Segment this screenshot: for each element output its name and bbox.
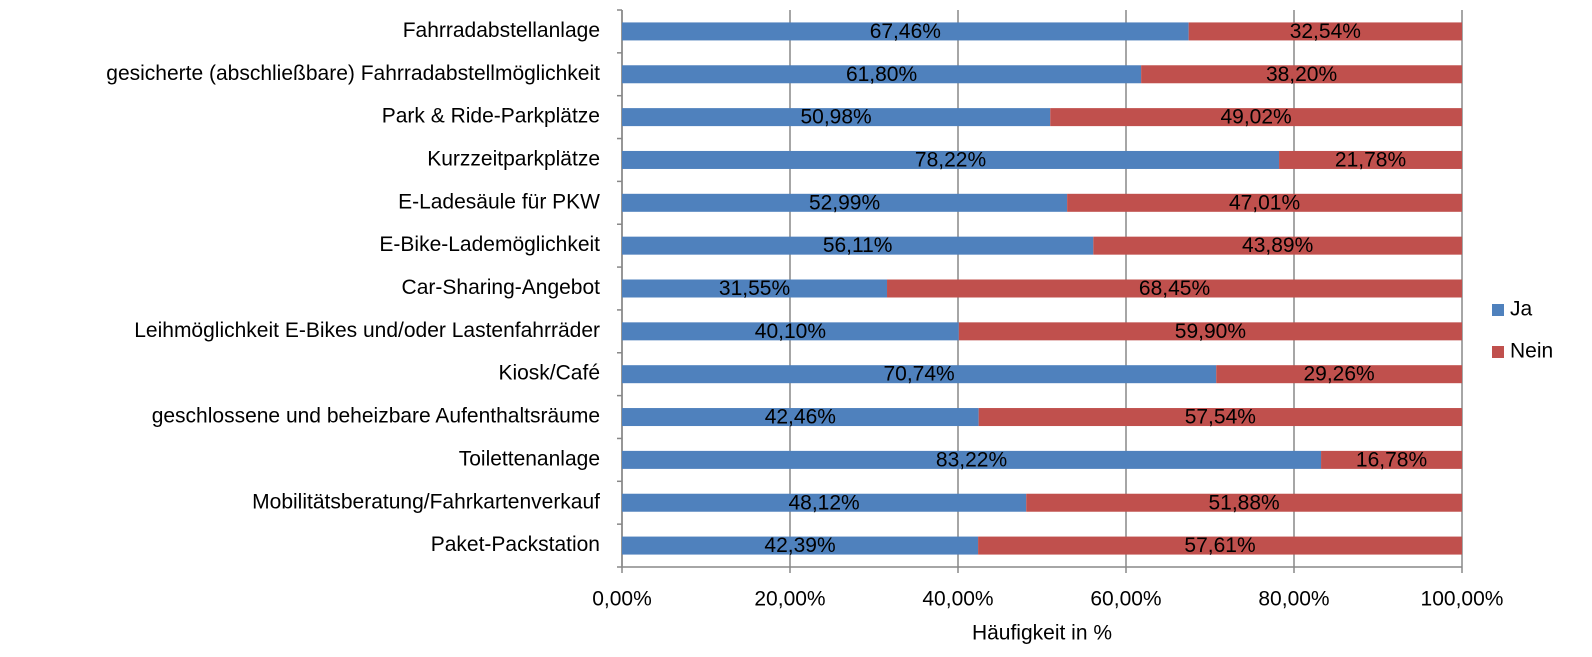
bar-segment [978,536,1462,555]
bar-segment [978,408,1462,427]
bar-segment [622,365,1217,384]
legend-label: Nein [1510,340,1553,363]
y-tick-label: Car-Sharing-Angebot [402,276,601,299]
bar-segment [1188,22,1462,41]
bar-segment [622,65,1142,84]
x-tick-label: 80,00% [1258,588,1329,611]
data-label: 70,74% [883,363,954,386]
bar-segment [1026,493,1462,512]
bar-segment [1321,450,1462,469]
data-label: 49,02% [1220,106,1291,129]
y-tick-label: Toilettenanlage [459,447,600,470]
bar-segment [622,193,1068,212]
data-label: 47,01% [1229,191,1300,214]
data-label: 83,22% [936,448,1007,471]
bar-segment [622,408,979,427]
data-label: 59,90% [1175,320,1246,343]
bar-segment [622,22,1189,41]
data-label: 29,26% [1303,363,1374,386]
data-label: 52,99% [809,191,880,214]
y-tick-label: Mobilitätsberatung/Fahrkartenverkauf [252,490,600,513]
bar-segment [622,236,1094,255]
data-label: 38,20% [1266,63,1337,86]
x-tick-label: 20,00% [754,588,825,611]
data-label: 42,39% [764,534,835,557]
y-tick-label: Leihmöglichkeit E-Bikes und/oder Lastenf… [134,319,600,342]
bar-segment [622,493,1027,512]
y-tick-label: E-Ladesäule für PKW [398,190,600,213]
bar-segment [622,108,1051,127]
data-label: 56,11% [823,234,893,257]
bar-segment [622,279,888,298]
data-label: 43,89% [1242,234,1313,257]
y-tick-label: E-Bike-Lademöglichkeit [379,233,600,256]
bar-segment [1067,193,1462,212]
data-label: 57,61% [1184,534,1255,557]
y-tick-label: Park & Ride-Parkplätze [382,105,600,128]
y-tick-label: Kurzzeitparkplätze [427,148,600,171]
data-label: 50,98% [800,106,871,129]
y-tick-label: Fahrradabstellanlage [403,19,600,42]
legend-swatch [1492,346,1504,358]
legend-label: Ja [1510,298,1533,321]
data-label: 57,54% [1185,406,1256,429]
bar-segment [622,322,959,341]
y-tick-label: geschlossene und beheizbare Aufenthaltsr… [152,405,600,428]
x-tick-label: 40,00% [922,588,993,611]
x-tick-label: 0,00% [592,588,652,611]
x-tick-label: 100,00% [1421,588,1504,611]
y-tick-label: Kiosk/Café [498,362,600,385]
bar-segment [1141,65,1462,84]
data-label: 32,54% [1290,20,1361,43]
bar-segment [622,150,1280,169]
x-tick-label: 60,00% [1090,588,1161,611]
bar-segment [1216,365,1462,384]
data-label: 31,55% [719,277,790,300]
bar-segment [622,450,1322,469]
data-label: 51,88% [1208,491,1279,514]
data-label: 61,80% [846,63,917,86]
bar-segment [1093,236,1462,255]
bar-segment [958,322,1462,341]
bar-segment [1279,150,1462,169]
y-tick-label: gesicherte (abschließbare) Fahrradabstel… [106,62,600,85]
bar-segment [1050,108,1462,127]
data-label: 78,22% [915,149,986,172]
bar-segment [887,279,1462,298]
data-label: 68,45% [1139,277,1210,300]
data-label: 42,46% [765,406,836,429]
y-tick-label: Paket-Packstation [431,533,600,556]
x-axis-label: Häufigkeit in % [972,622,1112,645]
legend-swatch [1492,304,1504,316]
data-label: 48,12% [788,491,859,514]
data-label: 16,78% [1356,448,1427,471]
data-label: 40,10% [755,320,826,343]
bar-segment [622,536,979,555]
data-label: 21,78% [1335,149,1406,172]
data-label: 67,46% [870,20,941,43]
